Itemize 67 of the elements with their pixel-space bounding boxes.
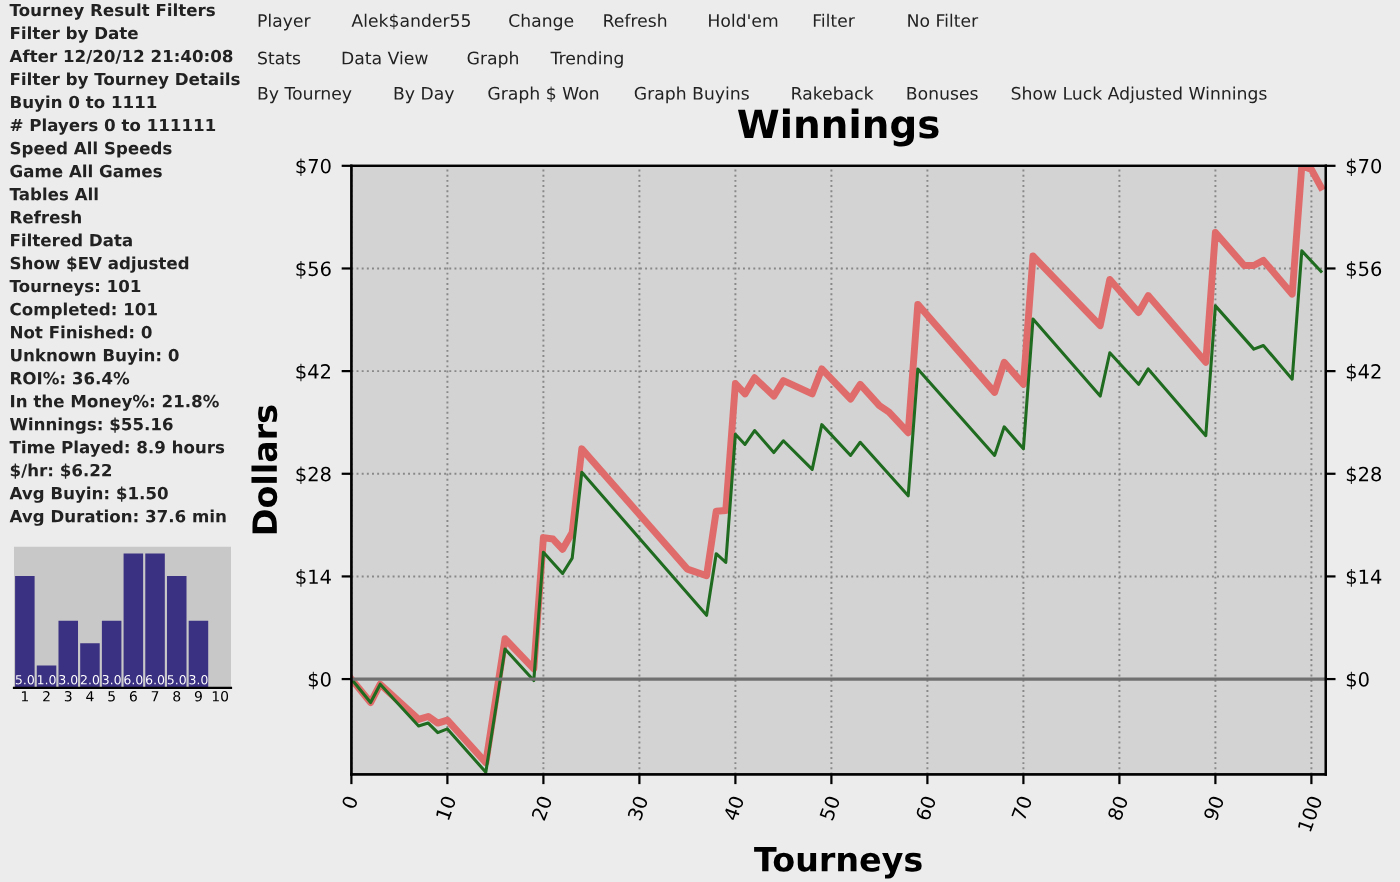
x-tick-label: 10 [435,795,457,821]
text: $/hr: $6.22 [10,463,112,479]
text: Graph Buyins [634,86,749,104]
y-tick-label: $42 [296,363,331,382]
x-axis-title: Tourneys [754,847,922,879]
x-tick-label: 80 [1107,795,1129,821]
y2-tick-label: $0 [1346,671,1369,690]
y-tick-label: $70 [296,158,331,177]
text: Filter by Date [11,26,138,43]
x-tick-label: 30 [627,795,649,821]
text: By Day [394,87,454,104]
y-tick-label: $14 [296,569,331,587]
text: After 12/20/12 21:40:08 [9,49,233,64]
text: Completed: 101 [10,302,157,319]
text: Unknown Buyin: 0 [11,348,179,365]
x-tick-label: 20 [531,795,553,821]
text: Refresh [11,210,81,224]
text: Graph [467,51,518,68]
y2-tick-label: $56 [1346,261,1382,279]
text: Refresh [604,13,667,28]
text: Filter [813,13,855,28]
text: Rakeback [792,86,874,100]
x-tick-label: 60 [915,795,937,821]
x-tick-label: 40 [722,795,745,822]
text: Trending [550,51,623,68]
text: Filtered Data [11,233,132,247]
x-tick-label: 0 [341,795,359,810]
y-axis-title: Dollars [251,405,278,534]
text: Game All Games [10,164,162,178]
text: By Tourney [258,87,352,104]
text: Time Played: 8.9 hours [9,440,225,457]
y-tick-label: $28 [296,466,331,485]
text: Alek$ander55 [351,13,470,30]
text: Tourneys: 101 [9,279,141,296]
text: Hold'em [709,13,778,28]
x-tick-label: 50 [819,795,841,821]
x-tick-label: 90 [1203,795,1225,822]
text: # Players 0 to 111111 [10,118,216,135]
text: Avg Duration: 37.6 min [9,509,226,526]
text: No Filter [908,13,979,28]
text: Player [258,13,311,31]
y2-tick-label: $14 [1346,569,1382,587]
text: Winnings: $55.16 [10,417,173,434]
text: Change [509,13,574,31]
text: In the Money%: 21.8% [11,394,219,411]
text: Not Finished: 0 [11,325,152,339]
y2-tick-label: $28 [1346,466,1382,485]
text: Tourney Result Filters [9,3,215,20]
y-tick-label: $0 [308,671,331,690]
text: Stats [258,51,301,65]
chart-title: Winnings [737,108,939,147]
text: Speed All Speeds [10,141,172,158]
text: Tables All [9,187,98,201]
text: Data View [342,51,428,65]
text: Show Luck Adjusted Winnings [1011,86,1267,104]
x-tick-label: 100 [1297,795,1323,832]
text: Show $EV adjusted [10,256,189,273]
y-tick-label: $56 [296,261,331,279]
text: Avg Buyin: $1.50 [9,486,168,503]
x-tick-label: 70 [1011,795,1033,821]
y2-tick-label: $42 [1346,363,1381,382]
text: Filter by Tourney Details [11,72,240,89]
text: Graph $ Won [488,86,599,104]
text: ROI%: 36.4% [11,371,130,385]
text: Buyin 0 to 1111 [11,95,157,112]
text: Bonuses [907,87,978,100]
y2-tick-label: $70 [1346,158,1382,177]
